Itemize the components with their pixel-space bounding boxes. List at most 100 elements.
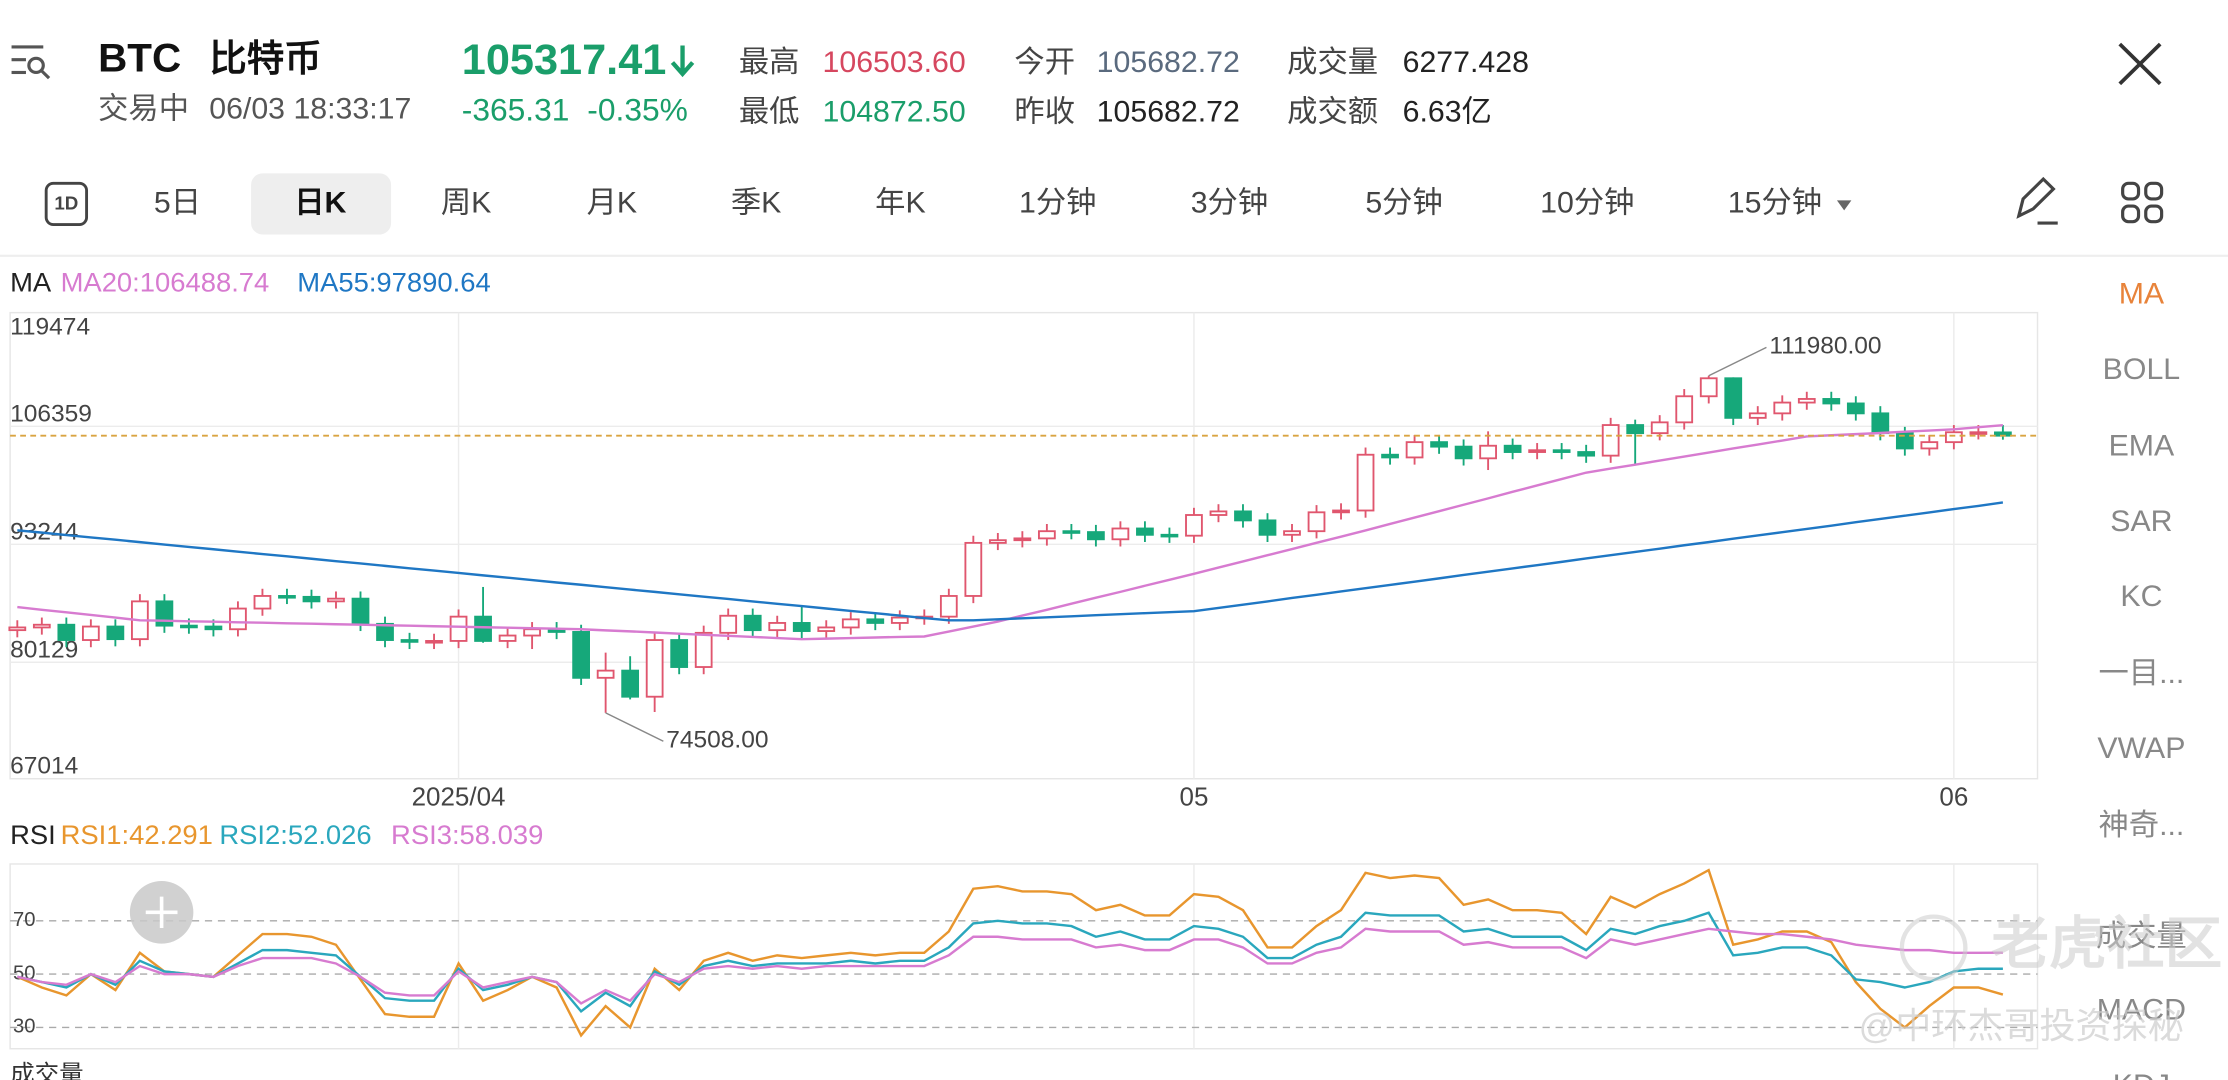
tab[interactable]: 季K (731, 187, 782, 220)
candle-body (1895, 432, 1914, 450)
x-tick-label: 05 (1180, 784, 1209, 812)
candle-body (229, 607, 247, 631)
candle-body (1185, 514, 1203, 537)
candle-body (866, 618, 885, 624)
price-change-pct: -0.35% (587, 92, 688, 128)
stat-value: 105682.72 (1097, 96, 1240, 129)
indicator-line (17, 927, 2003, 1005)
candle-body (1283, 530, 1301, 536)
price-change: -365.31 (462, 92, 570, 128)
layout-icon[interactable] (2121, 181, 2164, 224)
indicator-tab[interactable]: 神奇... (2099, 809, 2185, 842)
indicator-line (16, 868, 2004, 1038)
candle-body (1846, 402, 1865, 415)
quote-time: 06/03 18:33:17 (209, 93, 411, 126)
candle-body (988, 539, 1007, 544)
indicator-tab[interactable]: EMA (2109, 430, 2175, 463)
watermark-author: @中环杰哥投资探秘 (1859, 1006, 2184, 1046)
candle-body (278, 595, 296, 599)
indicator-tab[interactable]: KDJ (2113, 1069, 2170, 1080)
candle-body (106, 625, 125, 641)
candle-body (449, 615, 468, 642)
price-panel (9, 311, 2039, 780)
tab[interactable]: 日K (294, 187, 346, 220)
candle-body (1650, 421, 1669, 435)
candle-body (719, 614, 738, 634)
candle-body (1601, 424, 1620, 457)
indicator-tab[interactable]: 成交量 (2096, 920, 2187, 953)
candle-body (1405, 441, 1424, 459)
stat-label: 成交额 (1287, 96, 1378, 129)
candle-body (743, 614, 762, 632)
candle-body (1626, 424, 1645, 435)
indicator-tab[interactable]: MACD (2097, 994, 2186, 1027)
indicator-tab[interactable]: SAR (2110, 505, 2172, 538)
candle-body (841, 618, 860, 629)
candle-body (694, 631, 713, 668)
dropdown-caret[interactable] (1836, 200, 1852, 211)
close-button[interactable] (2118, 42, 2162, 86)
indicator-tab[interactable]: BOLL (2103, 353, 2180, 386)
tab-selected-bg (251, 173, 392, 235)
candle-body (1822, 398, 1841, 405)
stat-label: 今开 (1014, 46, 1075, 79)
candle-body (596, 669, 615, 679)
candle-body (1111, 527, 1130, 541)
day-icon[interactable] (44, 181, 89, 226)
ma-label: MA (10, 267, 52, 298)
rsi-label: RSI (10, 819, 56, 850)
candle-body (1062, 530, 1081, 534)
tab[interactable]: 15分钟 (1728, 187, 1822, 220)
menu-icon[interactable] (11, 45, 51, 80)
indicator-tab[interactable]: 一目... (2099, 657, 2185, 690)
tab[interactable]: 年K (875, 187, 926, 220)
candle-body (964, 541, 983, 597)
candle-body (1160, 533, 1179, 538)
candle-body (1307, 511, 1326, 533)
market-status: 交易中 (98, 93, 189, 126)
annotation-label: 74508.00 (666, 727, 768, 754)
stats: 最高 106503.60 最低 104872.50 今开 105682.72 昨收 10568… (739, 46, 1529, 128)
candle-body (253, 595, 272, 610)
y-tick-label: 30 (13, 1016, 35, 1038)
tab[interactable]: 10分钟 (1540, 187, 1634, 220)
candle-body (474, 615, 492, 642)
candle-body (1724, 377, 1743, 419)
candle-body (1258, 519, 1277, 536)
tab[interactable]: 3分钟 (1191, 187, 1268, 220)
candle-body (376, 622, 394, 641)
candle-body (1969, 431, 1988, 435)
symbol-name: 比特币 (209, 37, 322, 79)
watermark-logo: 老虎社区 (1991, 912, 2222, 976)
watermark-icon (1899, 914, 1968, 982)
candle-body (425, 640, 443, 644)
indicator-line (17, 911, 2003, 1014)
tab[interactable]: 月K (587, 187, 638, 220)
stat-label: 最高 (739, 46, 800, 79)
annotation-leader (1708, 346, 1767, 377)
draw-icon[interactable] (2016, 176, 2058, 225)
candle-body (792, 622, 811, 632)
tab[interactable]: 5日 (154, 187, 201, 220)
candle-body (1503, 444, 1522, 453)
y-tick-label: 106359 (10, 400, 92, 427)
stat-value: 104872.50 (823, 96, 966, 129)
indicator-tab[interactable]: MA (2119, 278, 2164, 311)
legend-entry: MA55:97890.64 (297, 267, 490, 298)
tab[interactable]: 1分钟 (1019, 187, 1096, 220)
y-tick-label: 70 (13, 909, 35, 931)
legend-entry: RSI3:58.039 (391, 819, 543, 850)
candle-body (670, 639, 689, 668)
candle-body (1234, 510, 1252, 522)
tab[interactable]: 周K (441, 187, 492, 220)
candle-body (1332, 509, 1350, 514)
tab[interactable]: 5分钟 (1365, 187, 1442, 220)
legend-entry: RSI2:52.026 (219, 819, 371, 850)
y-tick-label: 119474 (10, 314, 90, 341)
candle-body (1773, 401, 1792, 415)
candle-body (817, 626, 836, 632)
indicator-tab[interactable]: VWAP (2097, 732, 2185, 765)
indicator-tab[interactable]: KC (2120, 580, 2162, 613)
candle-body (768, 622, 787, 632)
